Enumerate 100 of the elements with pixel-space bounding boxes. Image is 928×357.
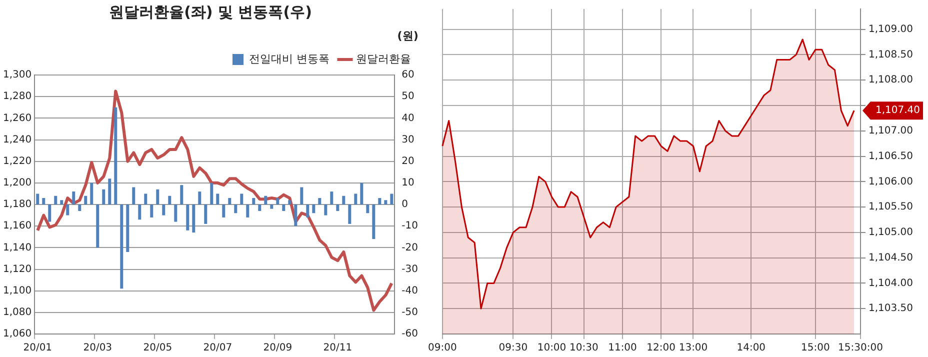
- bar: [174, 204, 178, 222]
- x-tick-label: 13:00: [678, 342, 708, 354]
- bar: [306, 204, 310, 218]
- bar: [216, 194, 220, 204]
- chart-title: 원달러환율(좌) 및 변동폭(우): [109, 2, 312, 21]
- bar: [180, 185, 184, 204]
- bar: [210, 182, 214, 204]
- y2-tick-label: -60: [402, 328, 418, 340]
- bar: [66, 204, 70, 216]
- y-tick-label: 1,106.50: [868, 150, 913, 162]
- y-tick-label: 1,108.50: [868, 49, 913, 60]
- x-tick-label: 20/01: [23, 342, 52, 354]
- bar: [168, 196, 172, 204]
- bar: [294, 204, 298, 226]
- bar: [354, 194, 358, 204]
- y-tick-label: 1,160: [2, 220, 32, 232]
- y-tick-label: 1,140: [2, 242, 32, 254]
- y-tick-label: 1,105.50: [868, 202, 913, 213]
- bar: [276, 198, 280, 204]
- bar: [150, 204, 154, 218]
- legend-label: 전일대비 변동폭: [249, 52, 330, 66]
- bar: [342, 196, 346, 204]
- x-tick-label: 20/11: [323, 342, 352, 354]
- bar: [108, 178, 112, 204]
- y2-tick-label: 60: [402, 70, 414, 81]
- x-tick-label: 20/07: [203, 342, 232, 354]
- y-tick-label: 1,106.00: [868, 176, 913, 188]
- y2-tick-label: -10: [402, 220, 418, 232]
- y2-tick-label: 20: [402, 156, 414, 167]
- y-tick-label: 1,108.00: [868, 74, 913, 86]
- bar: [288, 200, 292, 204]
- bar: [192, 204, 196, 233]
- bar: [384, 200, 388, 204]
- bar: [60, 200, 64, 204]
- y-tick-label: 1,100: [2, 285, 32, 296]
- y2-tick-label: 50: [402, 91, 414, 102]
- bar: [330, 192, 334, 204]
- x-tick-label: 20/03: [83, 342, 112, 354]
- bar: [240, 194, 244, 204]
- bar: [264, 196, 268, 204]
- x-tick-label: 20/05: [143, 342, 172, 354]
- bar: [186, 204, 190, 230]
- y-tick-label: 1,180: [2, 199, 32, 210]
- y-tick-label: 1,060: [2, 328, 32, 340]
- bar: [348, 204, 352, 224]
- y-tick-label: 1,200: [2, 178, 32, 189]
- bar: [318, 198, 322, 204]
- y2-tick-label: -40: [402, 285, 418, 296]
- bar: [144, 194, 148, 204]
- y-tick-label: 1,120: [2, 264, 32, 275]
- bar: [258, 204, 262, 211]
- bar: [234, 204, 238, 214]
- x-tick-label: 15:00: [801, 342, 830, 354]
- bar: [126, 204, 130, 252]
- bar: [102, 189, 106, 204]
- bar: [96, 204, 100, 248]
- bar: [390, 194, 394, 204]
- y-tick-label: 1,220: [2, 156, 32, 167]
- bar: [54, 196, 58, 204]
- bar: [282, 204, 286, 211]
- legend-label: 원달러환율: [356, 52, 411, 66]
- bar: [228, 198, 232, 204]
- y-tick-label: 1,104.00: [868, 278, 913, 289]
- bar: [324, 204, 328, 216]
- bar: [138, 204, 142, 220]
- y2-tick-label: 10: [402, 178, 414, 189]
- x-tick-label: 09:30: [498, 342, 528, 354]
- bar: [72, 192, 76, 204]
- y-tick-label: 1,080: [2, 307, 32, 318]
- x-tick-label: 20/09: [263, 342, 292, 354]
- y-tick-label: 1,260: [2, 112, 32, 124]
- bar: [222, 204, 226, 218]
- y2-tick-label: -50: [402, 307, 418, 318]
- bar: [132, 187, 136, 204]
- bar: [156, 189, 160, 204]
- y2-tick-label: -20: [402, 242, 418, 254]
- bar: [42, 198, 46, 204]
- y-tick-label: 1,105.00: [868, 227, 913, 238]
- bar: [114, 107, 118, 204]
- bar: [378, 198, 382, 204]
- bar: [252, 198, 256, 204]
- text: 1,107.40: [875, 105, 920, 116]
- bar: [198, 192, 202, 204]
- y-tick-label: 1,109.00: [868, 24, 913, 35]
- x-tick-label: 15:30:00: [838, 342, 883, 354]
- y-tick-label: 1,104.50: [868, 252, 913, 264]
- bar: [246, 204, 250, 218]
- bar: [120, 204, 124, 289]
- y-tick-label: 1,103.50: [868, 303, 913, 314]
- y2-tick-label: -30: [402, 264, 418, 275]
- bar: [366, 204, 370, 214]
- bar: [204, 204, 208, 224]
- bar: [78, 204, 82, 211]
- bar: [36, 194, 40, 204]
- bar: [270, 204, 274, 209]
- y2-axis-title: (원): [397, 29, 418, 42]
- x-tick-label: 11:00: [608, 342, 637, 354]
- x-tick-label: 10:30: [569, 342, 598, 354]
- y2-tick-label: 30: [402, 134, 414, 146]
- bar: [162, 204, 166, 216]
